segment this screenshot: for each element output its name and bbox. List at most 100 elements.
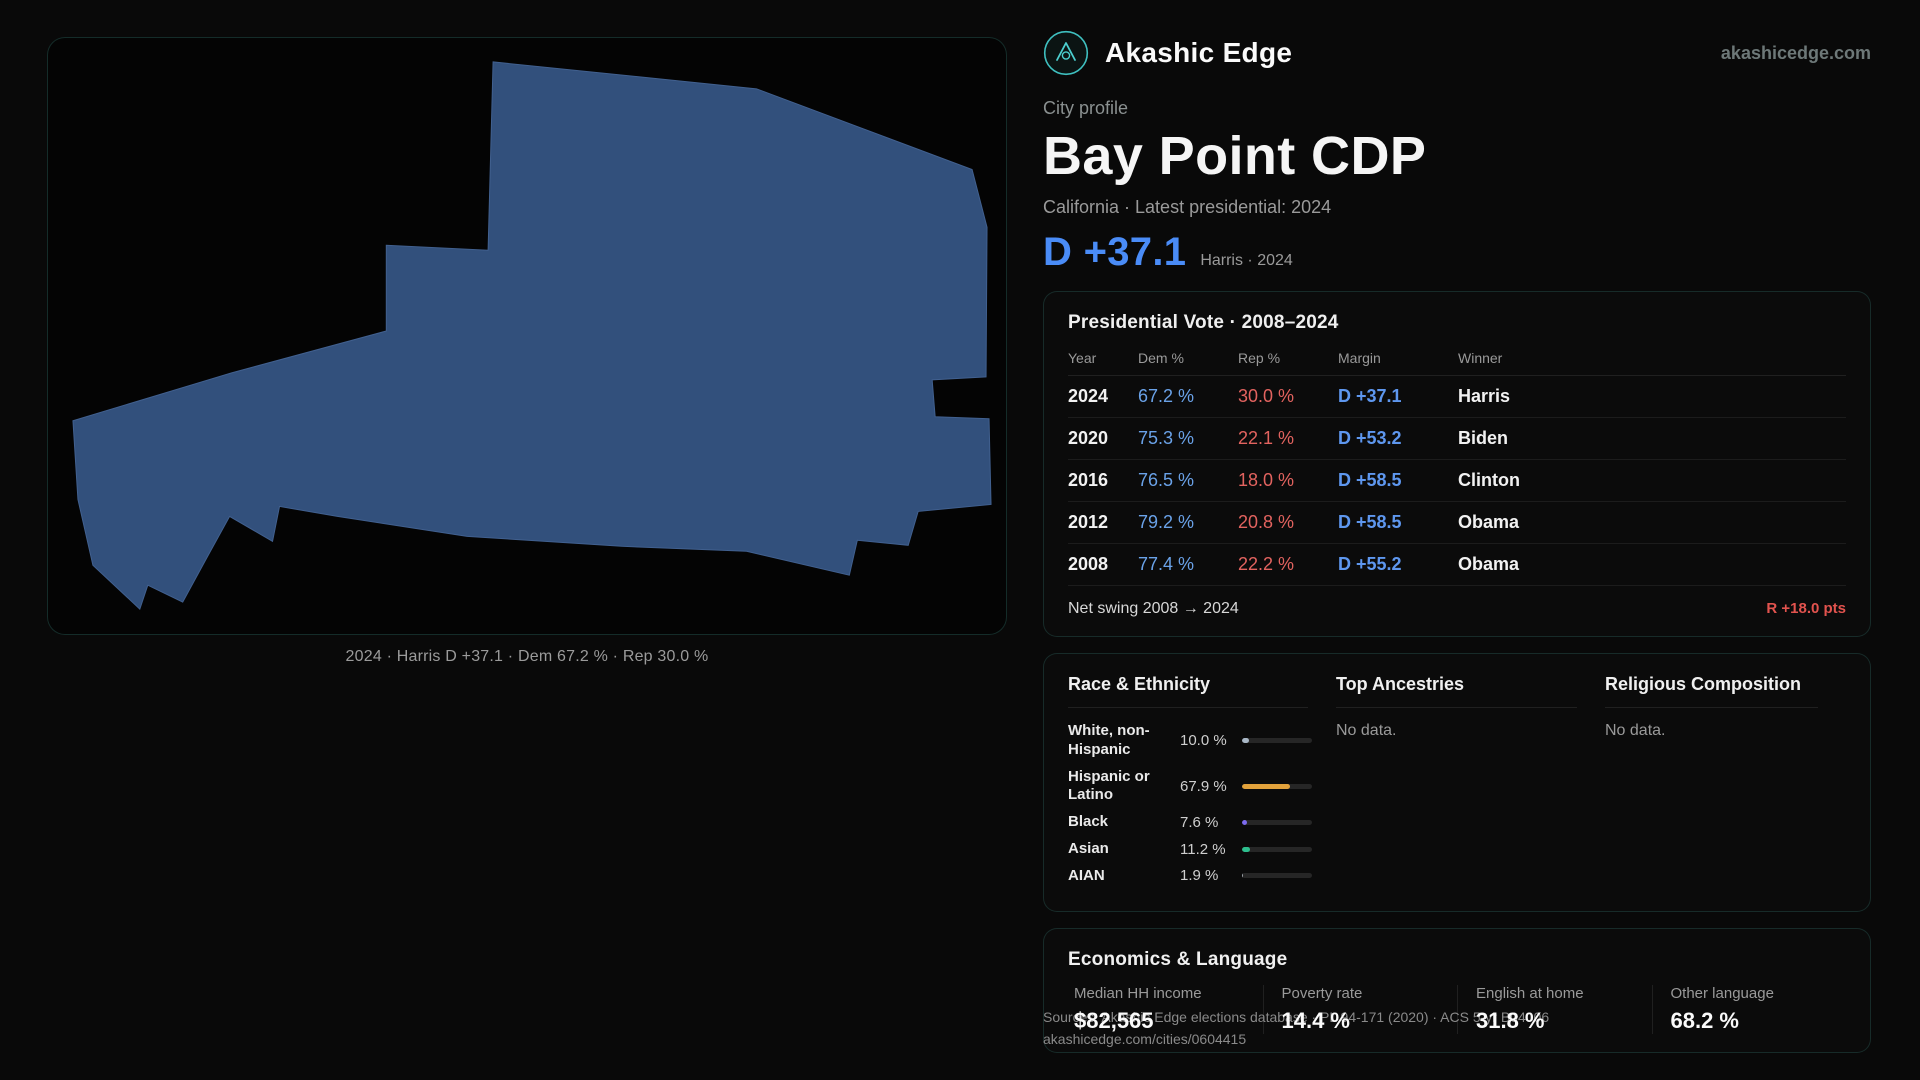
- stat-item: Median HH income $82,565: [1068, 985, 1263, 1034]
- cell-margin: D +55.2: [1338, 554, 1402, 575]
- profile-panel: Akashic Edge akashicedge.com City profil…: [1043, 0, 1871, 1054]
- eyebrow-label: City profile: [1043, 98, 1129, 118]
- city-boundary-shape: [72, 61, 992, 610]
- cell-dem: 67.2 %: [1138, 386, 1195, 407]
- cell-rep: 18.0 %: [1238, 470, 1295, 491]
- site-domain-link[interactable]: akashicedge.com: [1720, 42, 1871, 63]
- race-row: Hispanic or Latino 67.9 %: [1068, 767, 1312, 806]
- table-row: 2012 79.2 % 20.8 % D +58.5 Obama: [1068, 502, 1846, 545]
- race-label: Black: [1068, 813, 1109, 831]
- stat-value: 14.4 %: [1281, 1008, 1351, 1034]
- cell-year: 2024: [1068, 386, 1109, 407]
- cell-dem: 75.3 %: [1138, 428, 1195, 449]
- page-footer: Sources: Akashic Edge elections database…: [1043, 1006, 1871, 1051]
- cell-winner: Harris: [1458, 386, 1511, 407]
- economics-card-title: Economics & Language: [1068, 949, 1288, 971]
- cell-rep: 30.0 %: [1238, 386, 1295, 407]
- race-row: Asian 11.2 %: [1068, 839, 1312, 859]
- footer-sources: Sources: Akashic Edge elections database…: [1043, 1009, 1550, 1025]
- net-swing-label: Net swing 2008 → 2024: [1068, 600, 1239, 618]
- net-swing-row: Net swing 2008 → 2024 R +18.0 pts: [1068, 586, 1846, 618]
- table-row: 2008 77.4 % 22.2 % D +55.2 Obama: [1068, 544, 1846, 587]
- top-ancestries-section: Top Ancestries No data.: [1336, 674, 1605, 893]
- race-value: 11.2 %: [1180, 840, 1226, 858]
- economics-card: Economics & Language Median HH income $8…: [1043, 928, 1871, 1054]
- page-subtitle: California · Latest presidential: 2024: [1043, 197, 1332, 218]
- race-label: Asian: [1068, 839, 1109, 857]
- cell-year: 2020: [1068, 428, 1109, 449]
- elections-card: Presidential Vote · 2008–2024 Year Dem %…: [1043, 291, 1871, 638]
- race-label: AIAN: [1068, 866, 1105, 884]
- ancestries-section-title: Top Ancestries: [1336, 674, 1577, 709]
- cell-winner: Obama: [1458, 512, 1520, 533]
- map-caption: 2024 · Harris D +37.1 · Dem 67.2 % · Rep…: [345, 648, 709, 665]
- race-bar-fill: [1242, 846, 1250, 852]
- col-dem: Dem %: [1138, 350, 1184, 367]
- demographics-card: Race & Ethnicity White, non-Hispanic 10.…: [1043, 653, 1871, 913]
- race-value: 10.0 %: [1180, 732, 1227, 750]
- elections-card-title: Presidential Vote · 2008–2024: [1068, 312, 1339, 334]
- brand-header: Akashic Edge akashicedge.com: [1043, 30, 1871, 76]
- race-bar-track: [1242, 819, 1312, 825]
- cell-dem: 76.5 %: [1138, 470, 1195, 491]
- col-rep: Rep %: [1238, 350, 1281, 367]
- economics-stats: Median HH income $82,565 Poverty rate 14…: [1068, 985, 1847, 1035]
- cell-dem: 79.2 %: [1138, 512, 1195, 533]
- race-ethnicity-section: Race & Ethnicity White, non-Hispanic 10.…: [1068, 674, 1336, 893]
- stat-value: 31.8 %: [1476, 1008, 1545, 1034]
- stat-label: Poverty rate: [1281, 985, 1363, 1003]
- city-boundary-map: [72, 61, 992, 610]
- elections-table-header: Year Dem % Rep % Margin Winner: [1068, 346, 1846, 377]
- race-label: Hispanic or Latino: [1068, 767, 1150, 804]
- race-row: AIAN 1.9 %: [1068, 866, 1312, 886]
- stat-item: Poverty rate 14.4 %: [1262, 985, 1458, 1035]
- stat-label: Other language: [1670, 985, 1774, 1003]
- religious-composition-section: Religious Composition No data.: [1605, 674, 1846, 893]
- brand-name: Akashic Edge: [1105, 37, 1293, 68]
- col-margin: Margin: [1338, 350, 1381, 367]
- race-bar-fill: [1242, 783, 1290, 789]
- ancestries-empty-state: No data.: [1336, 722, 1397, 740]
- stat-label: Median HH income: [1074, 985, 1202, 1003]
- race-row: Black 7.6 %: [1068, 813, 1312, 832]
- cell-rep: 20.8 %: [1238, 512, 1295, 533]
- race-section-title: Race & Ethnicity: [1068, 674, 1308, 709]
- race-bar-track: [1242, 783, 1312, 789]
- headline-margin-value: D +37.1: [1043, 230, 1187, 275]
- stat-item: Other language 68.2 %: [1651, 985, 1847, 1035]
- akashic-edge-logo-icon: [1043, 30, 1089, 76]
- cell-margin: D +37.1: [1338, 386, 1402, 407]
- stat-item: English at home 31.8 %: [1457, 985, 1652, 1035]
- cell-winner: Biden: [1458, 428, 1509, 449]
- stat-label: English at home: [1476, 985, 1584, 1003]
- net-swing-value: R +18.0 pts: [1766, 600, 1846, 618]
- headline-margin-block: D +37.1 Harris · 2024: [1043, 230, 1871, 275]
- cell-year: 2008: [1068, 554, 1109, 575]
- race-label: White, non-Hispanic: [1068, 722, 1150, 758]
- cell-rep: 22.1 %: [1238, 428, 1295, 449]
- cell-rep: 22.2 %: [1238, 554, 1295, 575]
- race-bar-fill: [1242, 738, 1249, 744]
- cell-margin: D +53.2: [1338, 428, 1402, 449]
- race-value: 7.6 %: [1180, 813, 1219, 831]
- cell-year: 2016: [1068, 470, 1109, 491]
- cell-winner: Clinton: [1458, 470, 1520, 491]
- race-bar-track: [1242, 738, 1312, 744]
- page-title: Bay Point CDP: [1043, 126, 1427, 186]
- col-winner: Winner: [1458, 350, 1503, 367]
- race-bar-track: [1242, 873, 1312, 879]
- headline-margin-note: Harris · 2024: [1200, 252, 1293, 270]
- race-row: White, non-Hispanic 10.0 %: [1068, 722, 1312, 760]
- footer-permalink[interactable]: akashicedge.com/cities/0604415: [1043, 1031, 1247, 1048]
- cell-margin: D +58.5: [1338, 512, 1402, 533]
- city-map-panel: [47, 37, 1007, 635]
- cell-dem: 77.4 %: [1138, 554, 1195, 575]
- table-row: 2024 67.2 % 30.0 % D +37.1 Harris: [1068, 376, 1846, 419]
- race-value: 67.9 %: [1180, 777, 1227, 795]
- race-value: 1.9 %: [1180, 867, 1219, 885]
- race-bar-fill: [1242, 873, 1244, 879]
- race-bar-fill: [1242, 819, 1248, 825]
- race-bar-track: [1242, 846, 1312, 852]
- stat-value: $82,565: [1074, 1008, 1154, 1034]
- table-row: 2020 75.3 % 22.1 % D +53.2 Biden: [1068, 418, 1846, 461]
